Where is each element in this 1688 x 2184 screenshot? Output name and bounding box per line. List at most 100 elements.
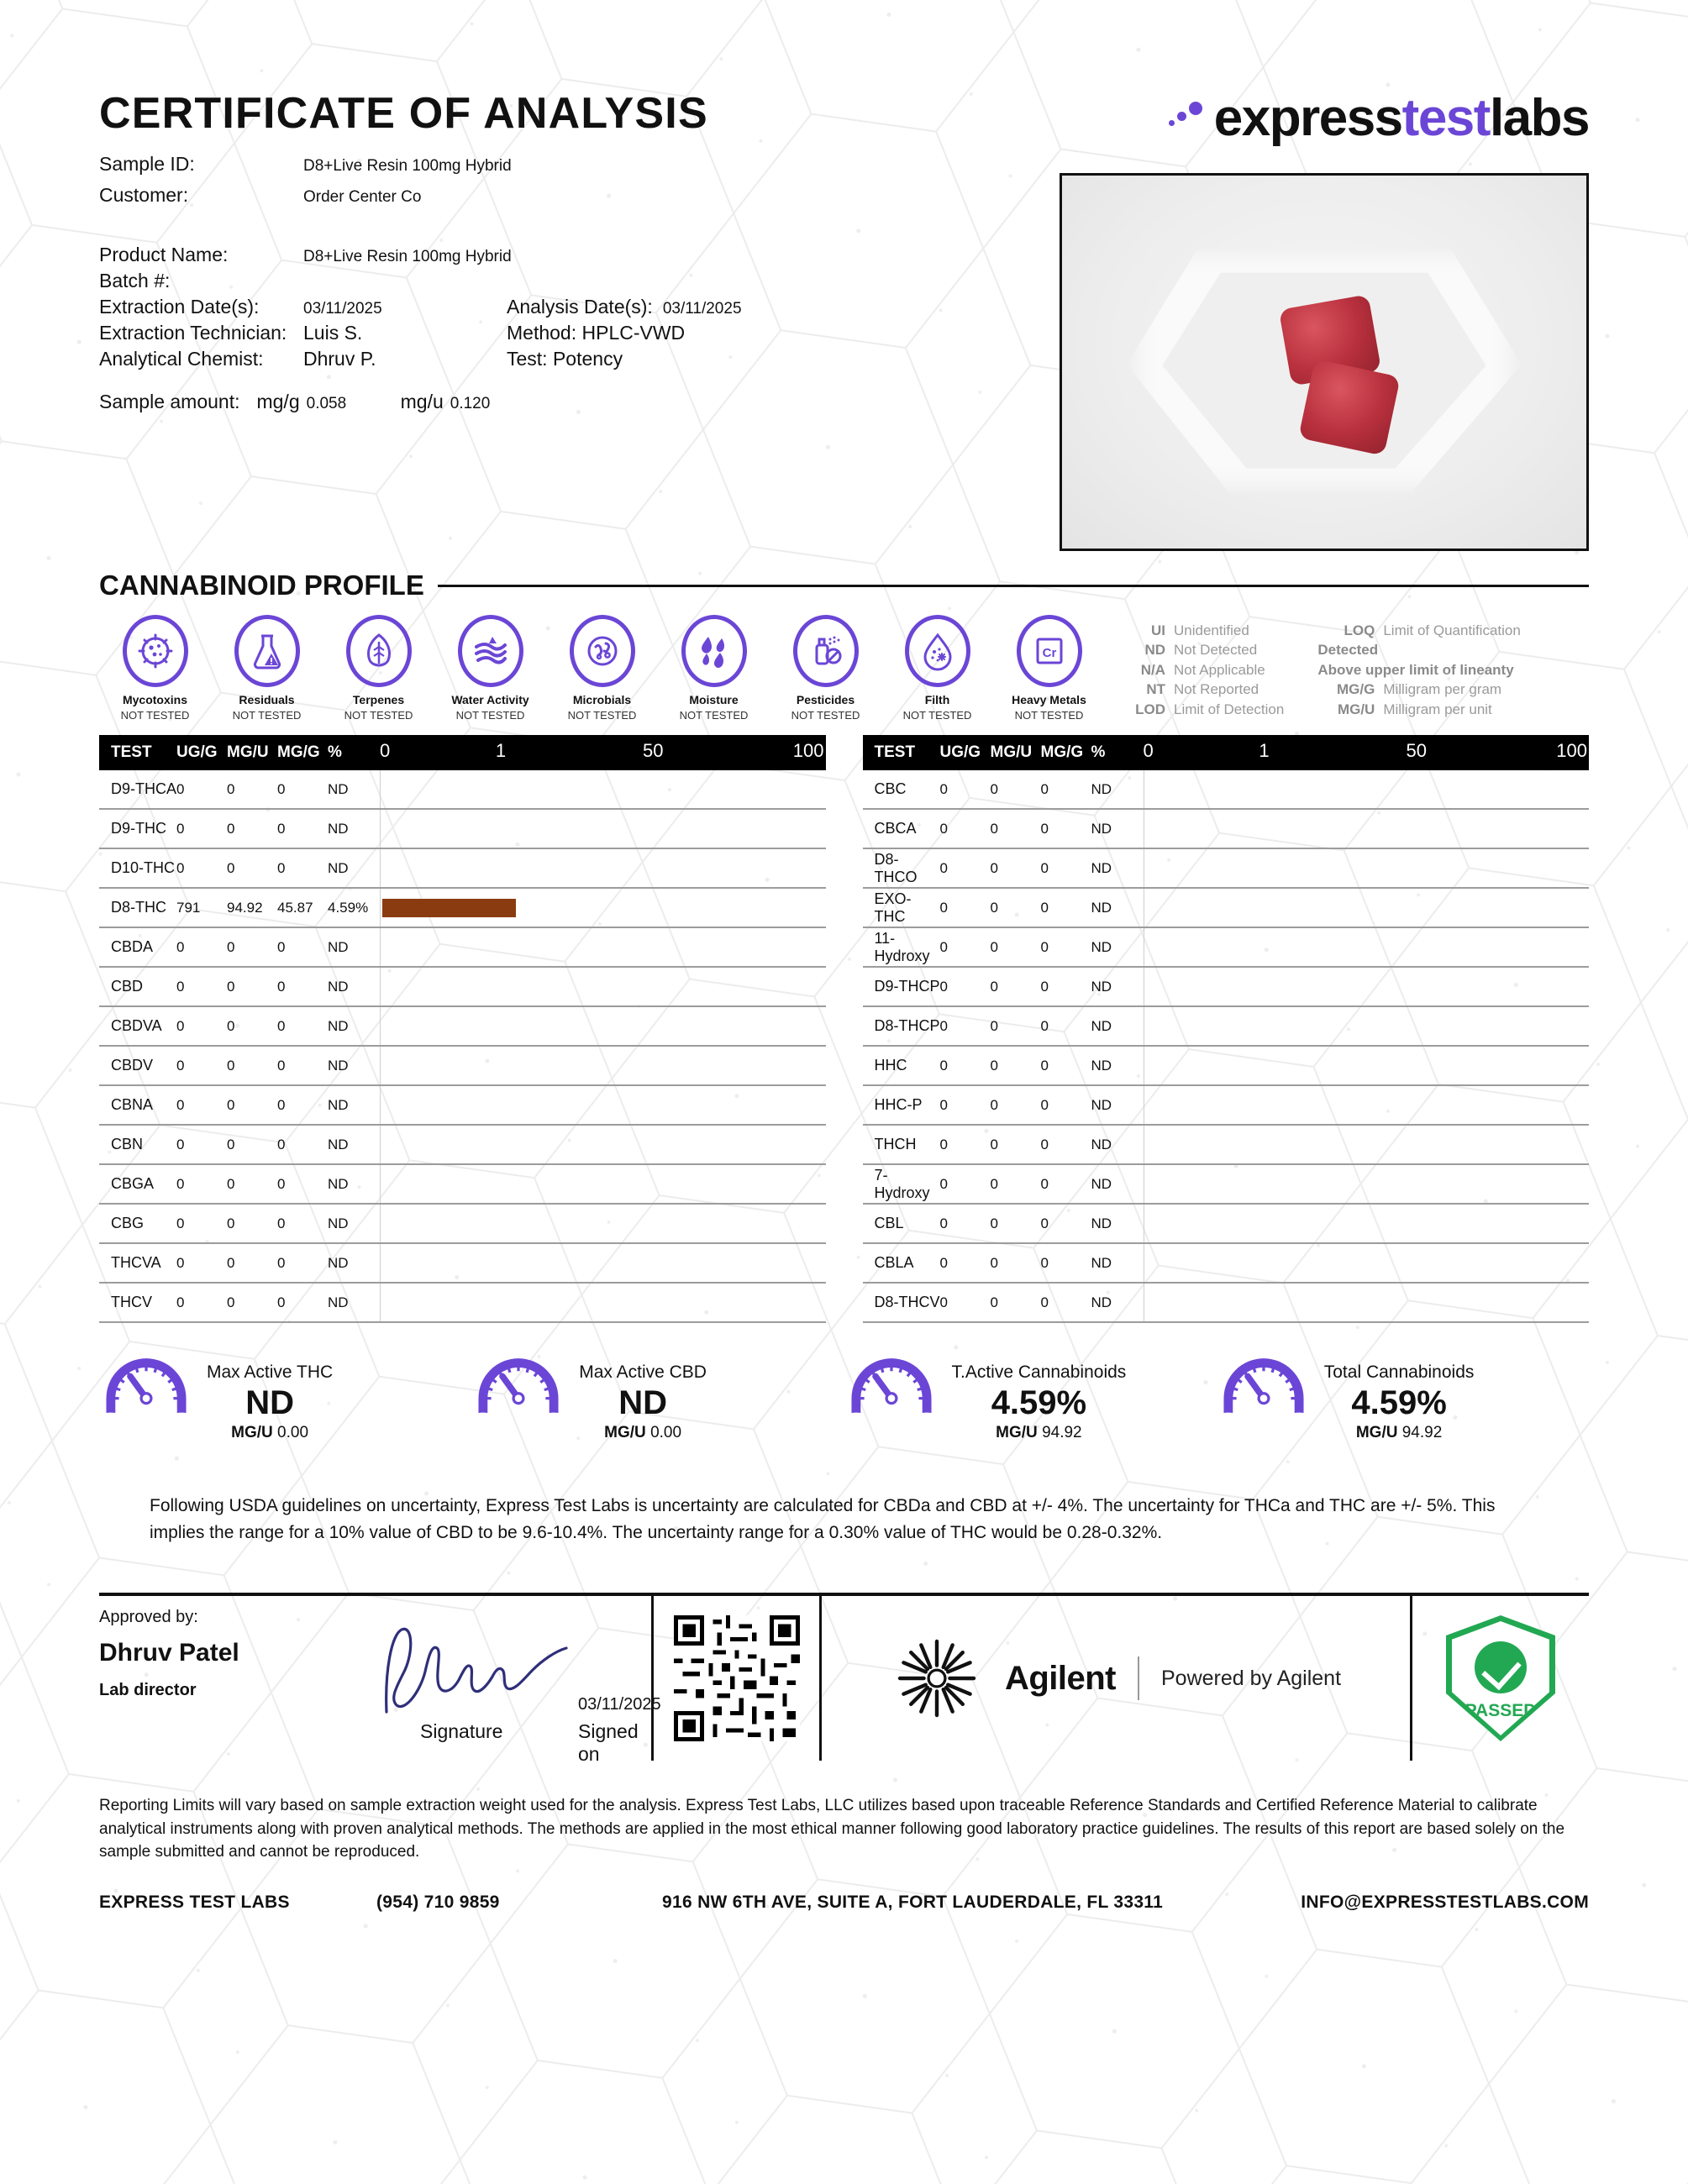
row-pct: ND: [328, 1175, 349, 1192]
col-ugg: UG/G: [939, 743, 981, 761]
gauge-value: ND: [245, 1383, 294, 1421]
table-row: CBC 0 0 0 ND: [862, 770, 1589, 810]
row-test-name: HHC-P: [874, 1096, 923, 1113]
row-mgu: 0: [227, 859, 235, 876]
gauge-unit-value: 0.00: [650, 1423, 682, 1441]
row-pct: ND: [1091, 1294, 1112, 1310]
row-test-name: THCV: [111, 1294, 152, 1310]
row-mgg: 0: [1040, 1096, 1049, 1113]
row-pct: ND: [328, 1294, 349, 1310]
table-header-row: TEST UG/G MG/U MG/G % 0 1 50 100: [99, 735, 826, 770]
row-ugg: 0: [176, 1294, 185, 1310]
method-label: Method: HPLC-VWD: [507, 322, 686, 344]
col-test: TEST: [111, 743, 152, 761]
customer-value: Order Center Co: [303, 188, 422, 206]
row-test-name: CBN: [111, 1136, 144, 1152]
test-icon-microbials: Microbials NOT TESTED: [546, 615, 658, 722]
col-ugg: UG/G: [176, 743, 218, 761]
gauge-dial-icon: [106, 1358, 187, 1413]
row-ugg: 791: [176, 899, 201, 916]
table-row: EXO-THC 0 0 0 ND: [862, 889, 1589, 928]
row-ugg: 0: [176, 1017, 185, 1034]
gauge-value: 4.59%: [991, 1383, 1087, 1421]
row-bar-area: [380, 1165, 826, 1203]
table-row: CBDV 0 0 0 ND: [99, 1047, 826, 1086]
row-test-name: D8-THCP: [874, 1017, 940, 1034]
row-pct: ND: [328, 978, 349, 995]
test-icon-status: NOT TESTED: [455, 709, 525, 722]
row-pct: ND: [1091, 1254, 1112, 1271]
table-row: THCV 0 0 0 ND: [99, 1284, 826, 1323]
gauge-value: 4.59%: [1351, 1383, 1447, 1421]
product-name-value: D8+Live Resin 100mg Hybrid: [303, 248, 512, 265]
table-row: HHC-P 0 0 0 ND: [862, 1086, 1589, 1126]
row-ugg: 0: [939, 1136, 948, 1152]
table-row: D9-THCP 0 0 0 ND: [862, 968, 1589, 1007]
tick-50: 50: [1406, 740, 1427, 761]
customer-label: Customer:: [99, 184, 189, 206]
row-mgu: 0: [227, 978, 235, 995]
row-pct: ND: [328, 1254, 349, 1271]
row-ugg: 0: [939, 780, 948, 797]
row-bar-area: [1143, 849, 1590, 887]
uncertainty-disclaimer: Following USDA guidelines on uncertainty…: [150, 1496, 1496, 1542]
row-bar-area: [1143, 1205, 1590, 1242]
logo-dots-icon: [1167, 101, 1211, 135]
gauge-label: Total Cannabinoids: [1323, 1362, 1475, 1382]
footer-company: EXPRESS TEST LABS: [99, 1892, 290, 1912]
test-icon-status: NOT TESTED: [1014, 709, 1084, 722]
table-row: HHC 0 0 0 ND: [862, 1047, 1589, 1086]
legend-row: UI Unidentified: [1128, 622, 1284, 640]
row-bar-area: [380, 1047, 826, 1084]
row-bar-area: [1143, 810, 1590, 848]
row-bar-area: [1143, 1165, 1590, 1203]
table-row: CBL 0 0 0 ND: [862, 1205, 1590, 1244]
row-bar-area: [380, 928, 826, 966]
pass-badge: PASSED: [1412, 1596, 1589, 1761]
row-mgu: 0: [990, 780, 998, 797]
test-icon-heavy-metals: Cr Heavy Metals NOT TESTED: [993, 615, 1105, 722]
reporting-limits-text: Reporting Limits will vary based on samp…: [99, 1797, 1565, 1861]
gauge-unit-value: 94.92: [1401, 1423, 1443, 1441]
gauge-unit: MG/U: [604, 1423, 646, 1441]
row-pct: ND: [328, 1096, 349, 1113]
row-ugg: 0: [176, 859, 185, 876]
terpenes-leaf-icon: [345, 615, 412, 687]
test-icon-label: Terpenes: [352, 693, 405, 706]
gauge-unit: MG/U: [231, 1423, 273, 1441]
row-pct: 4.59%: [328, 899, 369, 916]
gauge-max-active-thc: Max Active THC ND MG/U 0.00: [99, 1357, 471, 1447]
microbials-icon: [569, 615, 635, 687]
table-row: D8-THCO 0 0 0 ND: [862, 849, 1590, 889]
row-bar-area: [380, 1244, 826, 1282]
shield-icon: PASSED: [1446, 1615, 1555, 1741]
abbreviation-legend: UI Unidentified ND Not Detected N/A Not Appli…: [1128, 622, 1521, 719]
pesticides-spray-icon: [792, 615, 859, 687]
tick-1: 1: [1259, 740, 1270, 761]
page-title: CERTIFICATE OF ANALYSIS: [99, 89, 708, 138]
row-mgu: 0: [227, 1254, 235, 1271]
extraction-tech-label: Extraction Technician:: [99, 322, 287, 344]
mgu-value: 0.120: [450, 395, 491, 412]
row-mgg: 0: [277, 1136, 286, 1152]
test-icon-mycotoxins: Mycotoxins NOT TESTED: [99, 615, 211, 722]
legend-text: Milligram per unit: [1383, 701, 1492, 717]
row-mgu: 0: [990, 1294, 998, 1310]
row-mgg: 0: [1040, 1215, 1049, 1231]
row-ugg: 0: [176, 1136, 185, 1152]
test-icon-label: Filth: [924, 693, 950, 706]
row-pct: ND: [328, 1017, 349, 1034]
table-row: THCVA 0 0 0 ND: [99, 1244, 826, 1284]
row-bar-area: [380, 1284, 826, 1321]
row-test-name: D9-THCP: [874, 978, 940, 995]
row-ugg: 0: [939, 1294, 948, 1310]
row-pct: ND: [1091, 820, 1112, 837]
row-mgg: 0: [277, 820, 286, 837]
gauge-max-active-cbd: Max Active CBD ND MG/U 0.00: [471, 1357, 844, 1447]
row-test-name: CBG: [111, 1215, 145, 1231]
row-test-name: HHC: [874, 1057, 907, 1074]
qr-code[interactable]: [654, 1596, 822, 1761]
page-footer: EXPRESS TEST LABS (954) 710 9859 916 NW …: [99, 1893, 1589, 1913]
agilent-name: Agilent: [1004, 1659, 1117, 1697]
legend-text: Milligram per gram: [1383, 681, 1502, 698]
